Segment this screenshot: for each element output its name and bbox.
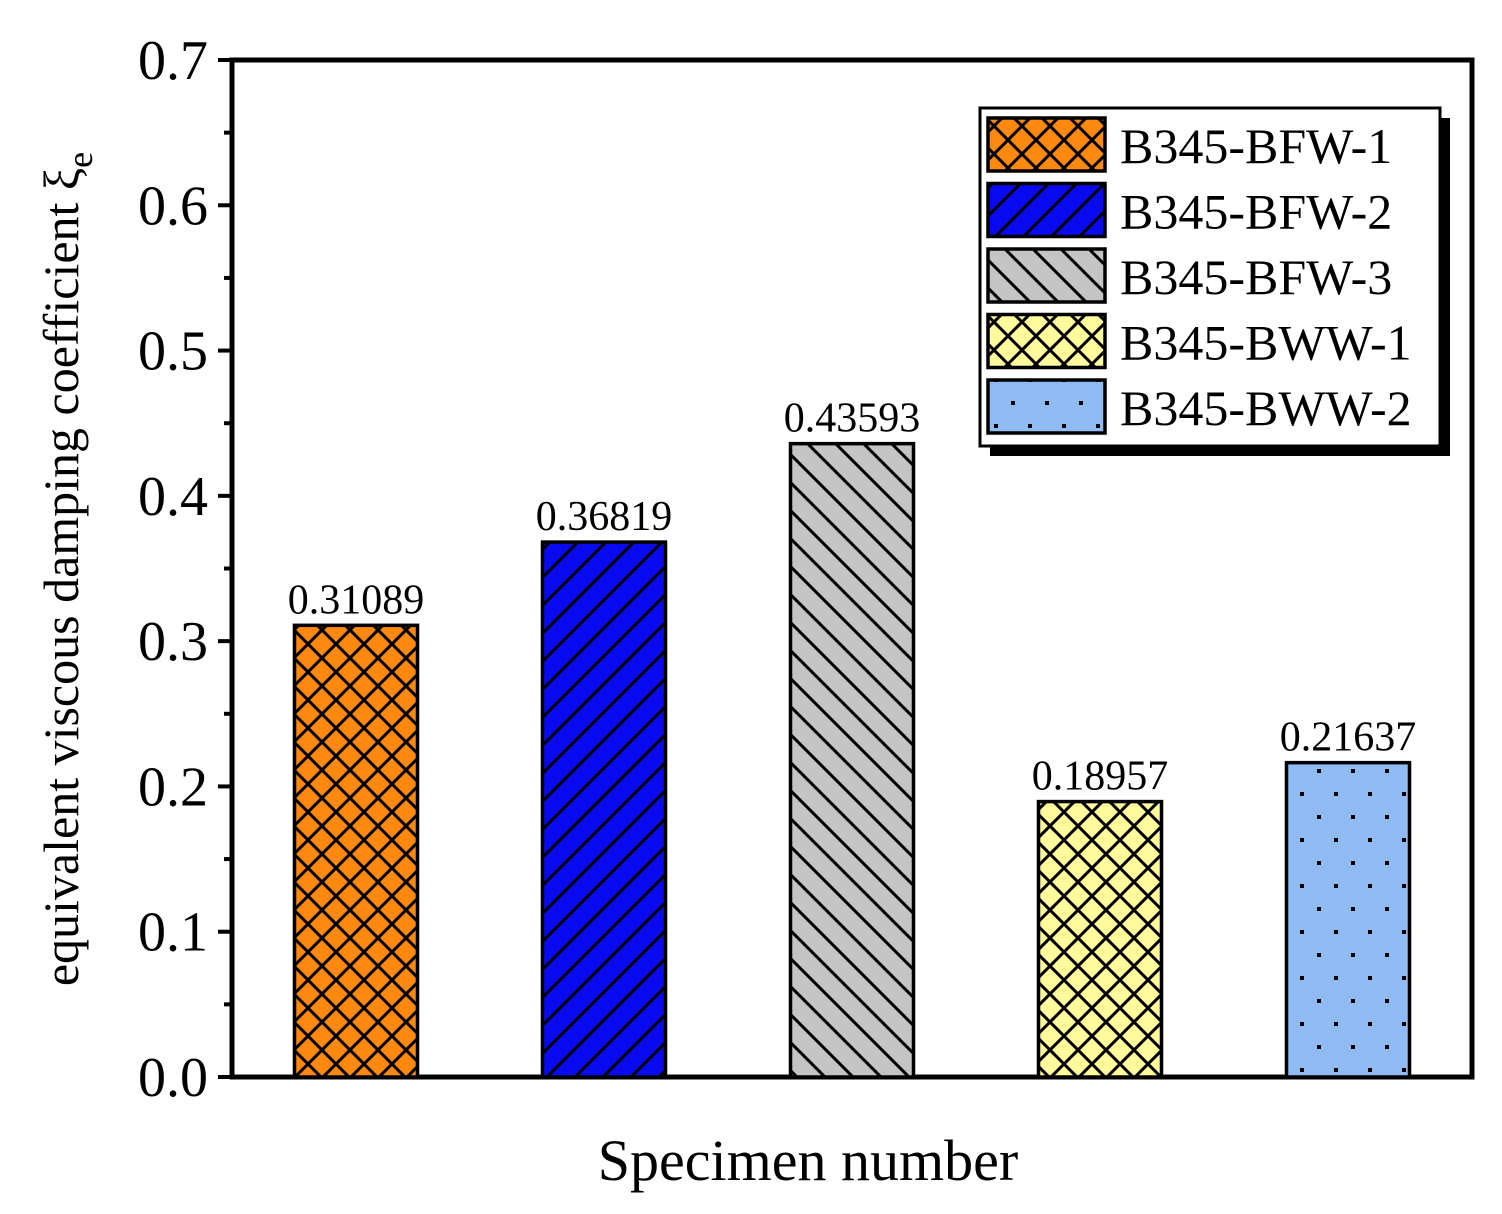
y-axis-title-subscript: e — [60, 152, 100, 168]
legend-label: B345-BFW-1 — [1120, 118, 1392, 174]
y-tick-label: 0.5 — [138, 321, 208, 383]
y-tick-label: 0.3 — [138, 611, 208, 673]
legend-label: B345-BWW-1 — [1120, 315, 1412, 371]
bar-pattern-b345-bfw-3 — [788, 441, 916, 1079]
bar-pattern-b345-bww-1 — [1036, 799, 1164, 1079]
y-tick-label: 0.6 — [138, 175, 208, 237]
y-tick-label: 0.1 — [138, 902, 208, 964]
legend-swatch-pattern — [986, 312, 1107, 370]
y-tick-label: 0.2 — [138, 756, 208, 818]
data-label: 0.18957 — [1032, 754, 1169, 800]
bar-pattern-b345-bfw-2 — [540, 540, 668, 1079]
legend: B345-BFW-1 B345-BFW-2 B345-BFW-3 B345-BWW-1… — [978, 106, 1450, 456]
y-tick-label: 0.4 — [138, 466, 208, 528]
legend-label: B345-BWW-2 — [1120, 380, 1412, 436]
y-axis-title: equivalent viscous damping coefficient ξ… — [33, 152, 100, 986]
bars — [292, 441, 1412, 1079]
legend-swatch-pattern — [986, 116, 1107, 173]
legend-swatch-pattern — [986, 247, 1107, 304]
y-tick-label: 0.0 — [138, 1047, 208, 1109]
value-labels: 0.31089 0.36819 0.43593 0.18957 0.21637 — [288, 396, 1417, 800]
y-axis-title-main: equivalent viscous damping coefficient ξ — [33, 168, 89, 986]
data-label: 0.31089 — [288, 577, 425, 623]
data-label: 0.43593 — [784, 396, 921, 442]
x-axis-title: Specimen number — [598, 1128, 1018, 1193]
data-label: 0.36819 — [536, 494, 673, 540]
legend-label: B345-BFW-3 — [1120, 249, 1392, 305]
bar-pattern-b345-bww-2 — [1284, 760, 1412, 1079]
legend-swatch-pattern — [986, 378, 1107, 435]
bar-pattern-b345-bfw-1 — [292, 623, 420, 1079]
legend-label: B345-BFW-2 — [1120, 184, 1392, 240]
y-axis: 0.0 0.1 0.2 0.3 0.4 0.5 0.6 0.7 — [138, 30, 232, 1109]
data-label: 0.21637 — [1280, 715, 1417, 761]
y-tick-label: 0.7 — [138, 30, 208, 92]
legend-swatch-pattern — [986, 181, 1107, 239]
